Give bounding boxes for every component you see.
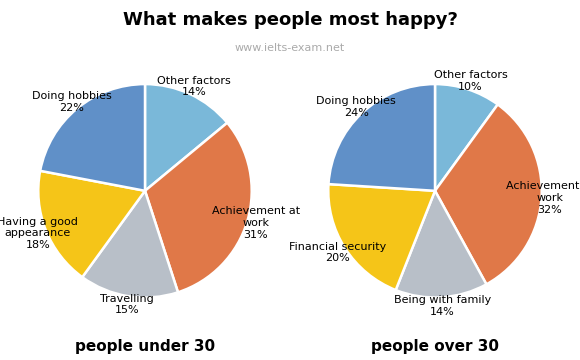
Text: Being with family
14%: Being with family 14% xyxy=(394,295,491,317)
Text: Achievement at
work
31%: Achievement at work 31% xyxy=(212,206,300,239)
Text: www.ielts-exam.net: www.ielts-exam.net xyxy=(235,43,345,53)
Text: What makes people most happy?: What makes people most happy? xyxy=(122,11,458,29)
Wedge shape xyxy=(396,191,487,297)
Wedge shape xyxy=(38,171,145,277)
Text: Travelling
15%: Travelling 15% xyxy=(100,294,154,315)
Text: Financial security
20%: Financial security 20% xyxy=(289,242,386,264)
Title: people under 30: people under 30 xyxy=(75,339,215,354)
Text: Doing hobbies
22%: Doing hobbies 22% xyxy=(32,91,111,113)
Text: Other factors
10%: Other factors 10% xyxy=(434,71,508,92)
Wedge shape xyxy=(40,84,145,191)
Text: Achievement at
work
32%: Achievement at work 32% xyxy=(506,181,580,215)
Text: Other factors
14%: Other factors 14% xyxy=(157,76,231,97)
Wedge shape xyxy=(145,123,252,292)
Text: Doing hobbies
24%: Doing hobbies 24% xyxy=(316,96,396,118)
Wedge shape xyxy=(435,104,542,284)
Text: Having a good
appearance
18%: Having a good appearance 18% xyxy=(0,217,78,250)
Wedge shape xyxy=(328,184,435,290)
Wedge shape xyxy=(82,191,178,297)
Wedge shape xyxy=(145,84,227,191)
Wedge shape xyxy=(328,84,435,191)
Wedge shape xyxy=(435,84,498,191)
Title: people over 30: people over 30 xyxy=(371,339,499,354)
